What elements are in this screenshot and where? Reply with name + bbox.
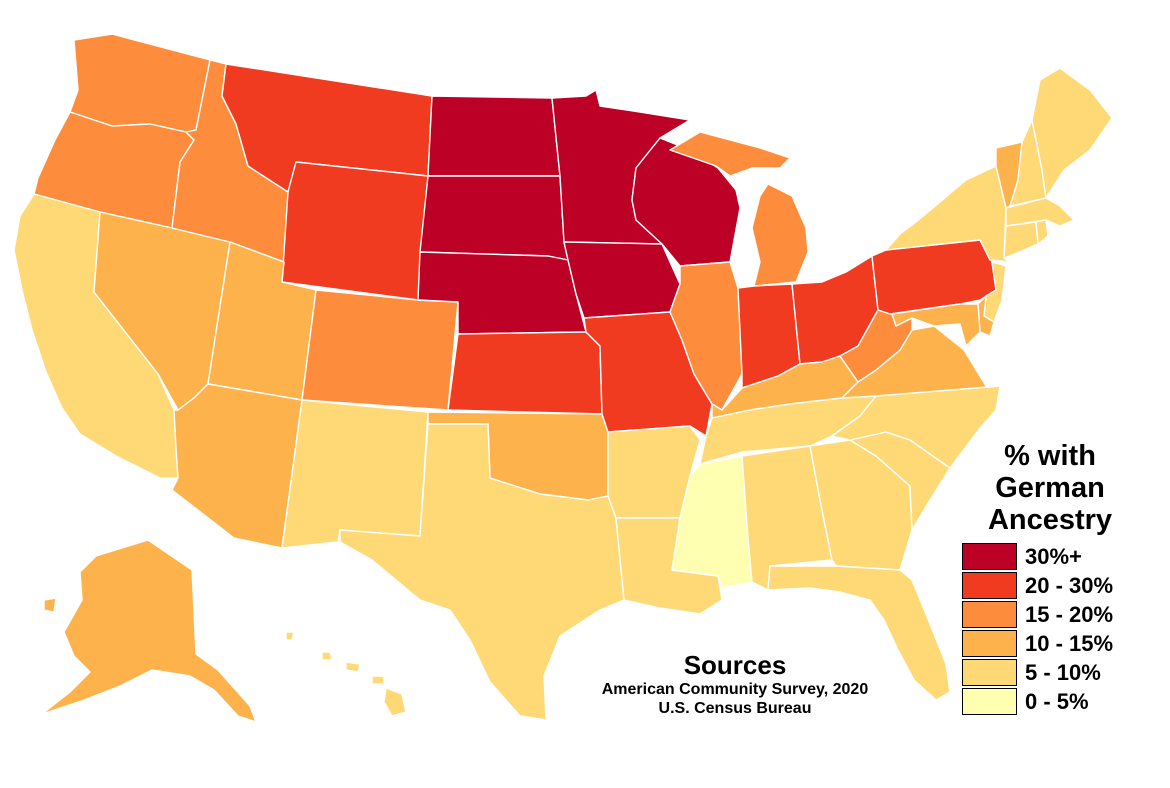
state-maine: Maine [1031,67,1113,199]
state-pennsylvania: Pennsylvania [871,239,997,315]
state-connecticut: Connecticut [1003,221,1039,259]
legend-label: 5 - 10% [1025,659,1101,685]
state-iowa: Iowa [563,241,681,319]
state-alaska: Alaska [41,539,257,723]
state-colorado: Colorado [301,289,459,411]
legend-label: 30%+ [1025,543,1082,569]
legend-item: 0 - 5% [962,687,1113,716]
state-arizona: Arizona [171,383,303,549]
legend-item: 15 - 20% [962,600,1113,629]
state-wyoming: Wyoming [281,161,429,301]
state-kansas: Kansas [447,331,603,415]
legend-swatch [962,630,1017,657]
legend-swatch [962,688,1017,715]
legend-title-line: Ancestry [987,504,1113,536]
legend-swatch [962,601,1017,628]
legend-title-line: % with [1004,440,1096,472]
sources-heading: Sources [683,650,787,680]
state-north-carolina: North Carolina [831,385,1001,469]
state-north-dakota: North Dakota [427,95,561,177]
legend-item: 5 - 10% [962,658,1113,687]
sources-block: Sources American Community Survey, 2020 … [560,650,910,718]
legend: 30%+ 20 - 30% 15 - 20% 10 - 15% 5 - 10% … [962,542,1113,716]
state-washington: Washington [69,33,211,133]
legend-title: % with German Ancestry [955,440,1145,536]
state-florida: Florida [767,565,951,701]
legend-title-line: German [995,472,1105,504]
legend-label: 15 - 20% [1025,601,1114,627]
state-hawaii: Hawaii [285,631,407,717]
legend-label: 20 - 30% [1025,572,1114,598]
state-new-mexico: New Mexico [281,399,429,549]
legend-swatch [962,543,1017,570]
legend-label: 0 - 5% [1025,688,1089,714]
state-south-dakota: South Dakota [419,175,569,261]
legend-item: 20 - 30% [962,571,1113,600]
state-maryland: Maryland [891,303,981,347]
state-texas: Texas [339,423,625,721]
legend-item: 10 - 15% [962,629,1113,658]
state-rhode-island: Rhode Island [1035,219,1049,245]
legend-item: 30%+ [962,542,1113,571]
sources-line: American Community Survey, 2020 [601,681,869,698]
state-michigan: Michigan [669,131,809,287]
legend-swatch [962,659,1017,686]
legend-label: 10 - 15% [1025,630,1114,656]
legend-swatch [962,572,1017,599]
sources-line: U.S. Census Bureau [658,700,812,717]
